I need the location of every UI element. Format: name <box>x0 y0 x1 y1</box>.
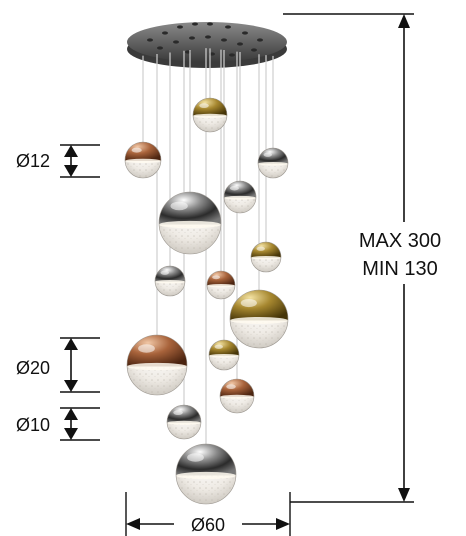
canopy-hole <box>251 48 257 52</box>
globe-shade-chrome <box>154 265 186 297</box>
canopy-hole <box>157 46 163 50</box>
ceiling-canopy <box>127 22 287 68</box>
diameter-60-label: Ø60 <box>191 515 225 535</box>
diameter-12-dimension: Ø12 <box>16 144 100 178</box>
height-max-label: MAX 300 <box>359 230 441 252</box>
globe-shade-chrome <box>257 147 289 179</box>
globe-shade-copper <box>219 378 255 414</box>
canopy-hole <box>162 31 168 35</box>
canopy-hole <box>225 25 231 29</box>
globe-shade-copper <box>126 334 188 396</box>
canopy-hole <box>221 38 227 42</box>
diameter-12-label: Ø12 <box>16 151 50 171</box>
canopy-hole <box>242 31 248 35</box>
globe-shade-copper <box>124 141 162 179</box>
canopy-hole <box>205 35 211 39</box>
diameter-20-dimension: Ø20 <box>16 337 100 393</box>
diameter-10-label: Ø10 <box>16 415 50 435</box>
diameter-20-label: Ø20 <box>16 358 50 378</box>
globe-shade-chrome <box>158 191 222 255</box>
canopy-hole <box>189 36 195 40</box>
canopy-hole <box>173 40 179 44</box>
globe-shade-chrome <box>223 180 257 214</box>
globe-shade-copper <box>206 270 236 300</box>
canopy-hole <box>147 38 153 42</box>
height-min-label: MIN 130 <box>362 258 438 280</box>
diameter-10-dimension: Ø10 <box>16 407 100 441</box>
diameter-60-dimension: Ø60 <box>125 492 291 536</box>
canopy-hole <box>229 53 235 57</box>
globe-shade-gold <box>208 339 240 371</box>
canopy-hole <box>257 38 263 42</box>
globe-shade-chrome <box>175 443 237 505</box>
globe-shade-gold <box>192 97 228 133</box>
canopy-hole <box>177 25 183 29</box>
globe-shade-gold <box>250 241 282 273</box>
globe-shade-gold <box>229 289 289 349</box>
canopy-hole <box>192 22 198 26</box>
canopy-hole <box>237 42 243 46</box>
height-dimension: MAX 300 MIN 130 <box>283 13 456 503</box>
globe-shade-chrome <box>166 404 202 440</box>
canopy-hole <box>207 22 213 26</box>
